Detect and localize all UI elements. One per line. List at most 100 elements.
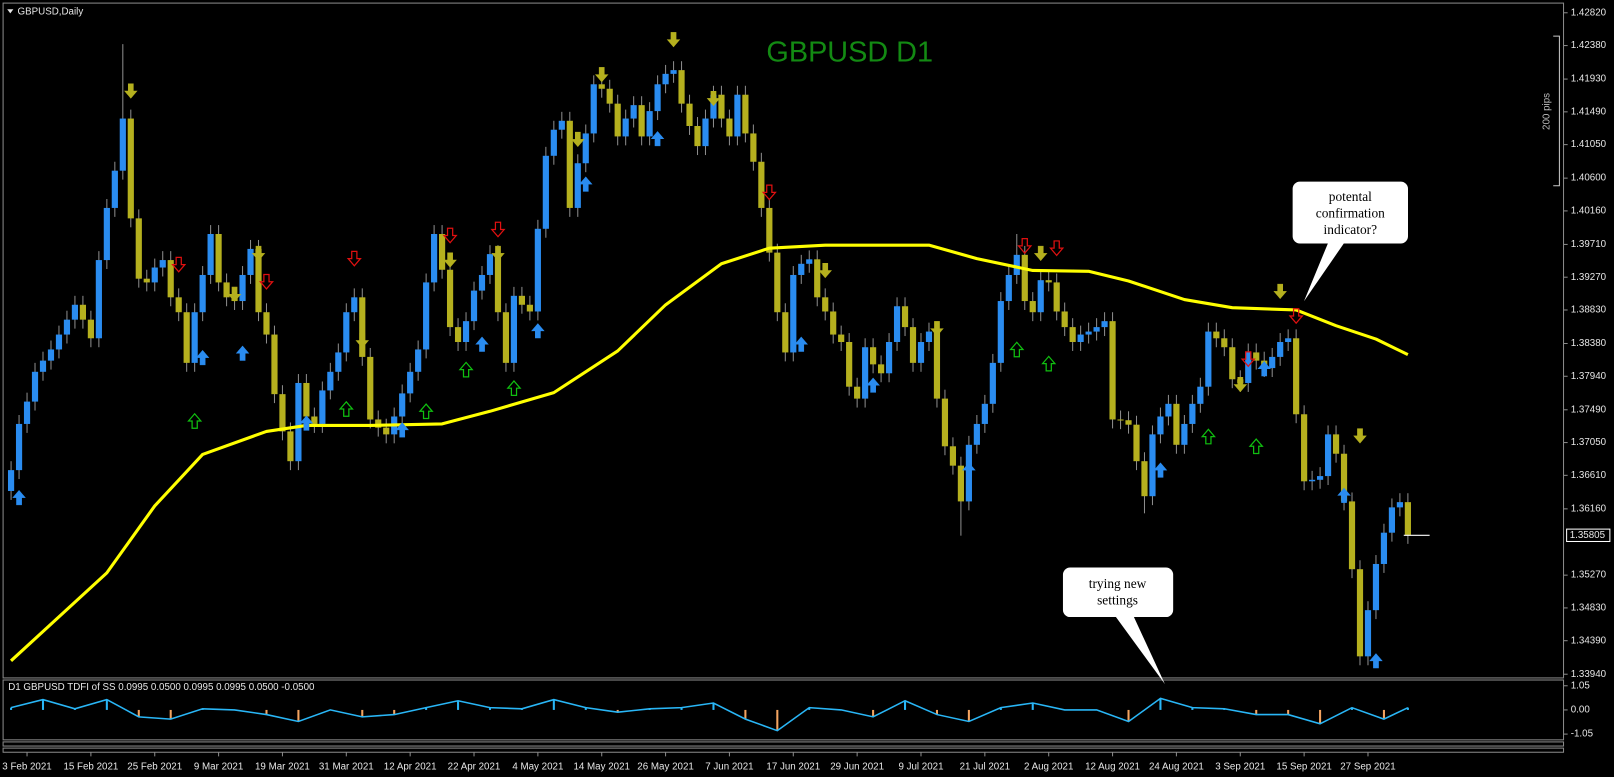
symbol-label: GBPUSD,Daily xyxy=(18,6,84,17)
candle-body xyxy=(877,364,885,374)
x-tick-label: 15 Sep 2021 xyxy=(1276,761,1331,772)
signal-arrow xyxy=(650,131,665,147)
y-tick-label: 1.41490 xyxy=(1571,106,1607,117)
candle-body xyxy=(702,118,709,147)
candle-body xyxy=(694,125,701,147)
candle-body xyxy=(622,118,629,137)
candle-body xyxy=(63,319,71,335)
signal-arrow xyxy=(475,336,489,352)
candle-body xyxy=(973,423,980,445)
candle-body xyxy=(838,334,845,343)
callout-text: indicator? xyxy=(1324,222,1378,237)
empty-panel xyxy=(2,747,1565,753)
candle-body xyxy=(534,228,541,312)
signal-arrow xyxy=(1200,428,1216,445)
candle-body xyxy=(526,304,533,312)
candle-body xyxy=(39,360,47,372)
menu-triangle xyxy=(7,9,14,14)
candle-body xyxy=(103,207,110,261)
signal-arrow xyxy=(346,250,362,267)
signal-arrow xyxy=(1041,355,1057,372)
signal-arrow xyxy=(491,245,505,261)
signal-arrow xyxy=(1353,428,1367,444)
signal-arrow xyxy=(1017,238,1033,255)
candle-body xyxy=(295,382,302,462)
signal-arrow xyxy=(490,221,506,238)
signal-arrow xyxy=(1153,462,1168,478)
signal-arrow xyxy=(706,90,721,107)
signal-arrow xyxy=(666,32,681,48)
candle-body xyxy=(119,118,126,171)
y-tick-label: 1.38830 xyxy=(1571,305,1607,316)
candle-body xyxy=(774,252,781,313)
candle-body xyxy=(1173,403,1180,445)
candle-body xyxy=(1181,423,1188,445)
candle-body xyxy=(383,427,390,435)
y-tick-label: 1.34390 xyxy=(1571,635,1607,646)
signal-arrow xyxy=(1273,283,1287,300)
candle-body xyxy=(830,311,837,335)
candle-body xyxy=(949,446,957,466)
candle-body xyxy=(806,259,813,264)
candle-body xyxy=(1133,424,1140,462)
candle-body xyxy=(247,248,254,275)
candle-body xyxy=(1053,282,1060,312)
candle-body xyxy=(678,70,685,104)
candle-body xyxy=(1380,532,1388,564)
candle-body xyxy=(111,170,118,208)
candle-body xyxy=(446,269,454,328)
candle-body xyxy=(438,234,446,270)
signal-arrow xyxy=(1240,351,1256,368)
candle-body xyxy=(574,163,581,208)
candle-body xyxy=(1277,342,1284,357)
candle-body xyxy=(431,234,438,283)
candle-body xyxy=(1324,434,1332,477)
candle-body xyxy=(502,312,510,363)
candle-body xyxy=(718,94,725,119)
x-tick-label: 19 Mar 2021 xyxy=(255,761,310,772)
callout-box xyxy=(1292,181,1409,244)
candle-body xyxy=(1149,434,1156,497)
x-tick-label: 3 Sep 2021 xyxy=(1215,761,1265,772)
candle-body xyxy=(159,260,166,268)
candle-body xyxy=(1077,334,1084,343)
x-tick-label: 9 Jul 2021 xyxy=(898,761,943,772)
candle-body xyxy=(143,278,150,283)
candle-body xyxy=(1245,352,1252,383)
candle-body xyxy=(925,331,933,343)
range-bracket xyxy=(1553,35,1560,187)
callout-text: potental xyxy=(1329,189,1372,204)
signal-arrow xyxy=(1009,341,1025,358)
candle-body xyxy=(1093,327,1100,332)
range-label: 200 pips xyxy=(1542,93,1553,130)
x-tick-label: 22 Apr 2021 xyxy=(448,761,501,772)
candle-body xyxy=(981,403,988,424)
main-panel xyxy=(2,2,1565,679)
candle-body xyxy=(454,327,462,343)
candle-body xyxy=(1213,331,1220,339)
candle-body xyxy=(941,398,949,447)
candle-body xyxy=(199,274,206,313)
signal-arrow xyxy=(1033,245,1048,261)
candle-body xyxy=(1364,610,1372,657)
candle-body xyxy=(614,103,621,137)
candle-body xyxy=(1013,254,1020,275)
x-tick-label: 12 Apr 2021 xyxy=(384,761,437,772)
candle-body xyxy=(1069,327,1076,343)
callout: potental confirmation indicator? xyxy=(1292,181,1409,302)
signal-arrow xyxy=(962,462,976,478)
candle-body xyxy=(23,401,31,424)
candle-body xyxy=(55,334,63,350)
candle-body xyxy=(135,218,142,279)
candle-body xyxy=(263,312,270,335)
candle-body xyxy=(1348,501,1356,570)
signal-arrow xyxy=(443,252,457,268)
y-tick-label: 1.37940 xyxy=(1571,371,1607,382)
candle-body xyxy=(1125,420,1132,425)
candle-body xyxy=(1141,461,1148,497)
signal-arrow xyxy=(930,321,944,337)
overlay: GBPUSD,Daily GBPUSD D1 200 pips D1 GBPUS… xyxy=(7,6,1560,693)
x-tick-label: 2 Aug 2021 xyxy=(1024,761,1073,772)
